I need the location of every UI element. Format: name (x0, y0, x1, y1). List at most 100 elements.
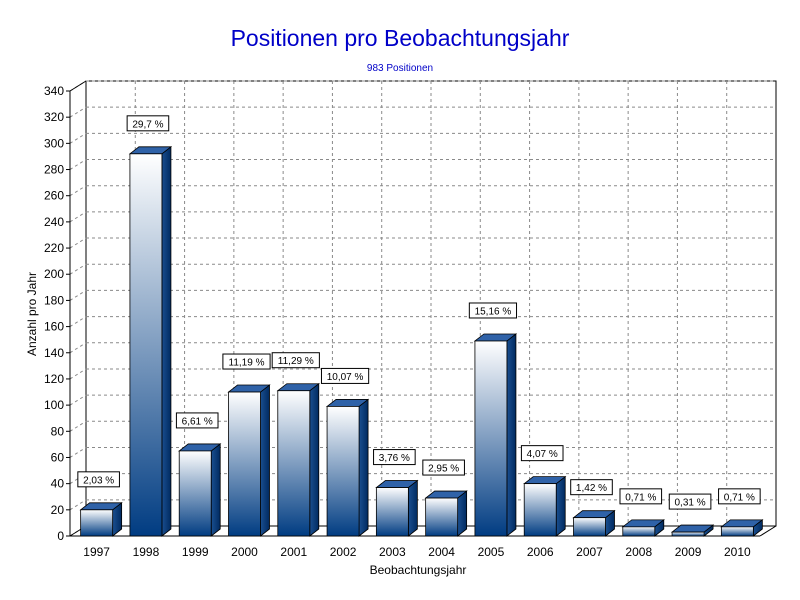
x-tick-label: 2005 (478, 545, 505, 559)
bar-front (474, 340, 508, 537)
y-tick-label: 80 (51, 424, 65, 438)
data-label: 0,71 % (724, 492, 755, 503)
y-tick-label: 180 (44, 293, 64, 307)
bar-front (277, 390, 311, 537)
x-tick-label: 2008 (625, 545, 652, 559)
bar-1999: 6,61 % 1999 (175, 412, 222, 559)
y-tick-label: 340 (44, 84, 64, 98)
data-label-box (718, 488, 761, 505)
bar-2002: 10,07 % 2002 (320, 367, 370, 559)
x-tick-label: 2003 (379, 545, 406, 559)
y-tick-label: 300 (44, 136, 64, 150)
bar-front (523, 483, 557, 537)
data-label-box (373, 449, 416, 466)
bar-1997: 2,03 % 1997 (77, 471, 123, 559)
bar-front (129, 153, 163, 537)
y-tick-label: 160 (44, 320, 64, 334)
x-tick-label: 2001 (280, 545, 307, 559)
bar-side (260, 384, 270, 537)
y-tick-label: 260 (44, 189, 64, 203)
y-tick-label: 20 (51, 503, 65, 517)
bar-2003: 3,76 % 2003 (373, 449, 419, 559)
bar-2009: 0,31 % 2009 (668, 493, 715, 559)
data-label: 3,76 % (379, 453, 410, 464)
data-label-box (126, 115, 170, 132)
bar-side (457, 490, 468, 537)
data-label: 29,7 % (132, 119, 163, 130)
y-gridline-depth (69, 394, 87, 406)
y-tick-label: 0 (57, 529, 64, 543)
wall-edge (69, 80, 87, 92)
y-gridline-depth (69, 447, 87, 458)
data-label: 10,07 % (327, 372, 364, 383)
bar-1998: 29,7 % 1998 (126, 115, 173, 559)
data-label-box (222, 353, 271, 370)
data-label-box (520, 445, 564, 462)
bar-2000: 11,19 % 2000 (222, 353, 271, 559)
bar-side (161, 146, 172, 537)
bar-2001: 11,29 % 2001 (271, 352, 320, 559)
y-gridline-depth (69, 211, 87, 223)
bar-front (622, 526, 656, 537)
bar-side (555, 475, 566, 537)
bar-front (720, 526, 754, 537)
bar-side (506, 333, 517, 537)
y-gridline-depth (69, 420, 87, 432)
x-tick-label: 1997 (83, 545, 110, 559)
bar-front (671, 531, 705, 537)
data-label-box (320, 367, 370, 384)
chart-title: Positionen pro Beobachtungsjahr (231, 25, 570, 51)
data-label: 6,61 % (182, 416, 213, 427)
data-label: 15,16 % (475, 306, 512, 317)
data-label: 0,71 % (625, 492, 656, 503)
plot-area: 0 20 40 60 80 100 120 140 160 180 200 220 240 260 280 3… (44, 80, 777, 559)
data-label: 4,07 % (527, 449, 558, 460)
x-tick-label: 2007 (576, 545, 603, 559)
y-gridline-depth (69, 106, 87, 118)
data-label-box (271, 352, 320, 369)
x-tick-label: 2004 (428, 545, 455, 559)
bar-front (375, 487, 409, 537)
bar-front (80, 509, 114, 537)
data-label-box (77, 471, 120, 488)
y-tick-label: 200 (44, 267, 64, 281)
data-label: 1,42 % (576, 483, 607, 494)
y-gridline-depth (69, 316, 87, 328)
y-tick-label: 280 (44, 163, 64, 177)
y-gridline-depth (69, 132, 87, 144)
y-tick-label: 100 (44, 398, 64, 412)
floor-edge (759, 525, 777, 537)
data-label-box (468, 302, 518, 319)
bar-front (573, 517, 606, 537)
x-tick-label: 2000 (231, 545, 258, 559)
data-label: 11,29 % (278, 356, 314, 367)
y-tick-label: 40 (51, 477, 65, 491)
data-label: 0,31 % (675, 498, 706, 509)
bar-side (210, 443, 221, 537)
y-tick-label: 60 (51, 450, 65, 464)
chart-subtitle: 983 Positionen (367, 63, 433, 74)
x-tick-label: 1999 (182, 545, 209, 559)
data-label: 11,19 % (229, 358, 265, 369)
data-label-box (668, 493, 712, 510)
y-gridline-depth (69, 368, 87, 380)
x-tick-label: 2006 (527, 545, 554, 559)
data-label-box (619, 488, 663, 505)
y-gridline-depth (69, 237, 87, 249)
y-gridline-depth (69, 185, 87, 197)
y-gridline-depth (69, 342, 87, 354)
x-tick-label: 1998 (133, 545, 160, 559)
x-tick-label: 2010 (724, 545, 751, 559)
data-label: 2,95 % (428, 464, 459, 475)
y-tick-label: 120 (44, 372, 64, 386)
y-tick-label: 140 (44, 346, 64, 360)
x-tick-label: 2002 (330, 545, 357, 559)
bar-side (309, 382, 320, 537)
bar-2006: 4,07 % 2006 (520, 445, 567, 559)
y-gridline-depth (69, 263, 87, 275)
bar-2004: 2,95 % 2004 (422, 459, 468, 559)
bar-front (326, 406, 360, 537)
data-label-box (570, 479, 613, 496)
x-axis-label: Beobachtungsjahr (370, 563, 467, 577)
